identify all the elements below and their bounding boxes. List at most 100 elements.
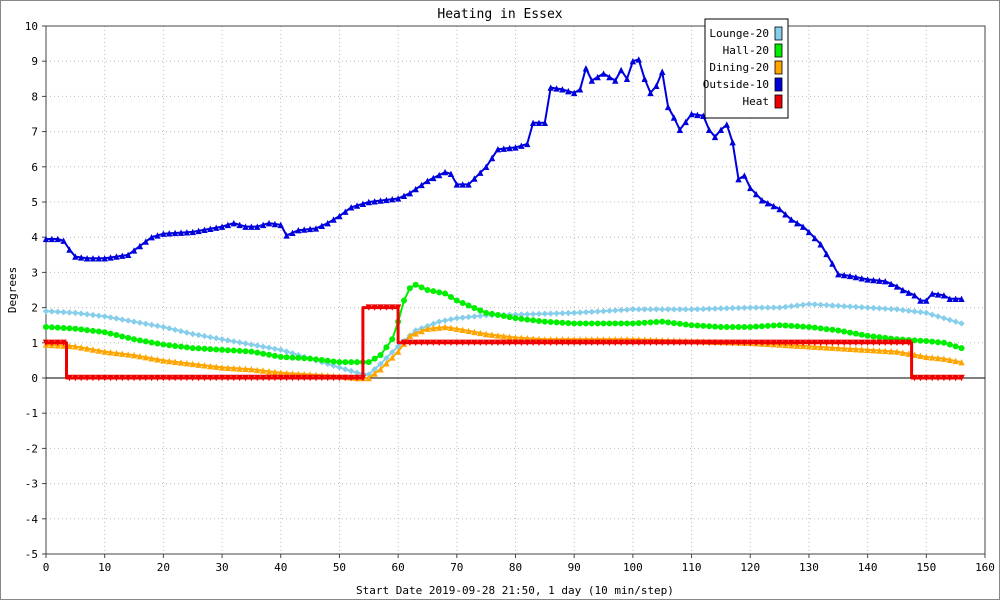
data-point-heat bbox=[113, 374, 120, 382]
data-point-outside-10 bbox=[212, 224, 220, 231]
data-point-hall-20 bbox=[318, 357, 325, 364]
data-point-heat bbox=[371, 304, 378, 311]
y-tick-label: -3 bbox=[25, 478, 38, 491]
x-tick-label: 60 bbox=[392, 561, 405, 574]
data-point-heat bbox=[741, 339, 748, 346]
data-point-outside-10 bbox=[600, 70, 607, 77]
data-point-outside-10 bbox=[635, 56, 642, 63]
data-point-heat bbox=[301, 374, 308, 382]
data-point-heat bbox=[318, 374, 326, 382]
data-point-heat bbox=[582, 339, 590, 346]
chart-title: Heating in Essex bbox=[437, 7, 562, 22]
data-point-hall-20 bbox=[753, 323, 760, 330]
data-point-heat bbox=[254, 374, 261, 382]
data-point-outside-10 bbox=[776, 205, 783, 213]
data-point-lounge-20 bbox=[242, 340, 249, 347]
data-point-heat bbox=[870, 339, 877, 346]
data-point-heat bbox=[201, 374, 208, 382]
data-point-heat bbox=[42, 339, 50, 346]
data-point-heat bbox=[887, 339, 895, 346]
data-point-heat bbox=[893, 339, 901, 346]
data-point-heat bbox=[946, 374, 953, 382]
data-point-hall-20 bbox=[553, 319, 560, 326]
data-point-lounge-20 bbox=[835, 302, 842, 310]
data-point-heat bbox=[195, 374, 202, 382]
data-point-lounge-20 bbox=[887, 305, 895, 313]
data-point-hall-20 bbox=[400, 297, 407, 304]
legend-swatch-hall-20 bbox=[774, 43, 783, 58]
data-point-heat bbox=[265, 374, 273, 382]
series-hall-20 bbox=[43, 281, 965, 366]
data-point-heat bbox=[612, 339, 619, 346]
data-point-hall-20 bbox=[43, 323, 49, 330]
data-point-lounge-20 bbox=[741, 304, 748, 311]
data-point-lounge-20 bbox=[218, 336, 226, 343]
data-point-outside-10 bbox=[60, 237, 67, 244]
data-point-hall-20 bbox=[653, 319, 660, 326]
data-point-dining-20 bbox=[823, 344, 830, 351]
data-point-outside-10 bbox=[207, 225, 214, 232]
data-point-hall-20 bbox=[524, 316, 531, 323]
data-point-lounge-20 bbox=[465, 313, 472, 321]
data-point-lounge-20 bbox=[729, 304, 736, 312]
data-point-heat bbox=[353, 374, 361, 382]
data-point-hall-20 bbox=[489, 310, 496, 317]
data-point-outside-10 bbox=[430, 174, 437, 182]
data-point-outside-10 bbox=[811, 234, 819, 242]
data-point-hall-20 bbox=[506, 314, 513, 321]
data-point-heat bbox=[359, 374, 367, 382]
data-point-lounge-20 bbox=[383, 354, 390, 362]
data-point-outside-10 bbox=[248, 223, 255, 230]
data-point-outside-10 bbox=[705, 126, 713, 134]
data-point-dining-20 bbox=[254, 366, 261, 374]
data-point-outside-10 bbox=[130, 247, 138, 254]
data-point-dining-20 bbox=[453, 325, 461, 332]
data-point-lounge-20 bbox=[958, 320, 965, 327]
data-point-outside-10 bbox=[347, 204, 355, 211]
x-tick-label: 70 bbox=[450, 561, 463, 574]
data-point-outside-10 bbox=[95, 255, 103, 262]
data-point-hall-20 bbox=[594, 320, 601, 327]
data-point-dining-20 bbox=[224, 364, 232, 371]
data-point-lounge-20 bbox=[946, 316, 953, 324]
data-point-outside-10 bbox=[488, 154, 496, 162]
data-point-hall-20 bbox=[101, 329, 108, 336]
data-point-heat bbox=[647, 339, 654, 346]
data-point-outside-10 bbox=[406, 190, 414, 197]
data-point-heat bbox=[559, 339, 566, 346]
data-point-lounge-20 bbox=[664, 306, 672, 313]
data-point-outside-10 bbox=[870, 276, 877, 284]
data-point-outside-10 bbox=[113, 253, 120, 260]
data-point-hall-20 bbox=[142, 338, 149, 345]
data-point-outside-10 bbox=[758, 197, 766, 204]
x-tick-label: 100 bbox=[623, 561, 643, 574]
data-point-outside-10 bbox=[917, 297, 924, 304]
y-axis-label: Degrees bbox=[6, 267, 19, 313]
data-point-lounge-20 bbox=[764, 304, 772, 311]
data-point-outside-10 bbox=[289, 229, 296, 236]
data-point-lounge-20 bbox=[794, 302, 801, 309]
data-point-heat bbox=[541, 339, 549, 346]
data-point-outside-10 bbox=[923, 297, 930, 304]
data-point-hall-20 bbox=[518, 315, 525, 322]
data-point-heat bbox=[600, 339, 607, 346]
data-point-lounge-20 bbox=[928, 311, 936, 318]
data-point-dining-20 bbox=[817, 343, 824, 351]
data-point-lounge-20 bbox=[612, 307, 619, 314]
data-point-hall-20 bbox=[847, 329, 854, 336]
data-point-outside-10 bbox=[254, 223, 261, 230]
data-point-outside-10 bbox=[952, 295, 959, 302]
data-point-outside-10 bbox=[612, 77, 619, 84]
y-tick-label: 1 bbox=[31, 337, 38, 350]
data-point-hall-20 bbox=[465, 302, 472, 309]
data-point-hall-20 bbox=[342, 359, 349, 366]
data-point-hall-20 bbox=[60, 325, 67, 332]
data-point-hall-20 bbox=[712, 323, 719, 330]
y-tick-label: 2 bbox=[31, 302, 38, 315]
data-point-hall-20 bbox=[307, 355, 314, 362]
data-point-heat bbox=[177, 374, 185, 382]
data-point-heat bbox=[940, 374, 948, 382]
data-point-dining-20 bbox=[107, 349, 114, 356]
data-point-heat bbox=[119, 374, 126, 382]
